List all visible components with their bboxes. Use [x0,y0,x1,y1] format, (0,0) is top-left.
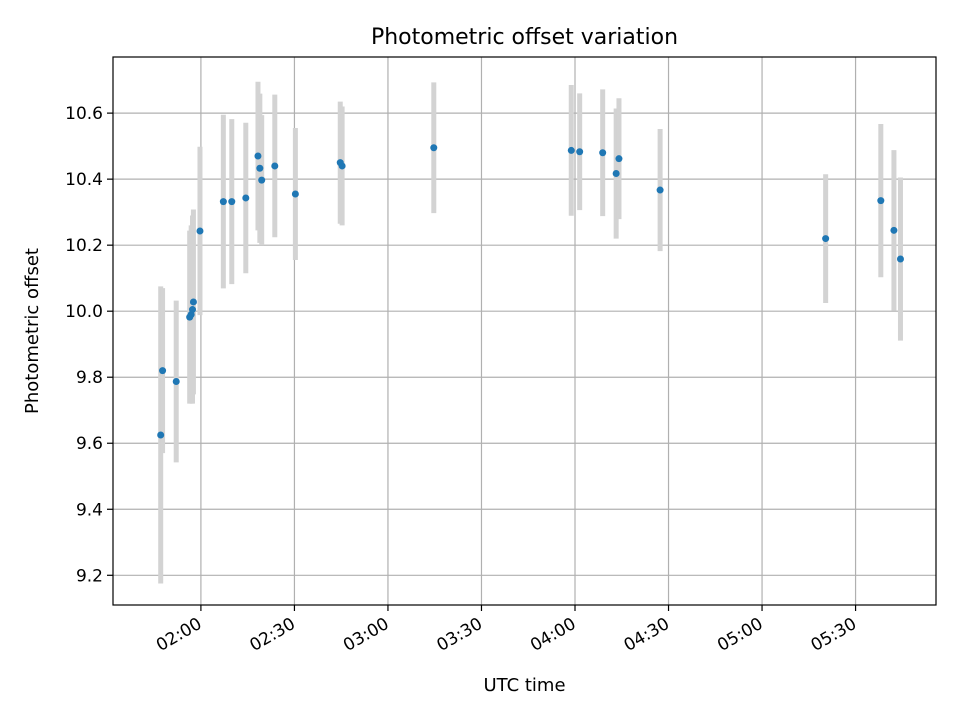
y-tick-label: 9.6 [76,434,103,454]
data-point [189,298,197,306]
data-point [291,190,299,198]
x-tick-label: 02:30 [246,614,298,656]
y-axis: 9.2 9.4 9.6 9.8 10.0 10.2 10.4 10.6 [65,104,113,586]
data-point [615,155,623,163]
data-point [430,144,438,152]
data-points [157,144,904,439]
x-tick-label: 03:30 [434,614,486,656]
data-point [576,148,584,156]
data-point [254,152,262,160]
y-tick-label: 9.8 [76,368,103,388]
y-tick-label: 10.2 [65,236,103,256]
data-point [196,227,204,235]
y-tick-label: 9.4 [76,500,103,520]
data-point [599,149,607,157]
x-axis-label: UTC time [483,675,565,696]
data-point [877,197,885,205]
data-point [567,146,575,154]
y-tick-label: 10.4 [65,170,103,190]
x-tick-label: 03:00 [340,614,392,656]
data-point [896,255,904,263]
data-point [822,235,830,243]
data-point [271,162,279,170]
x-axis: 02:00 02:30 03:00 03:30 04:00 04:30 05:00 05:30 [153,605,860,656]
grid [113,57,936,605]
x-tick-label: 05:30 [808,614,860,656]
data-point [242,194,250,202]
y-tick-label: 10.6 [65,104,103,124]
data-point [159,367,167,375]
plot-frame [112,56,937,606]
x-tick-label: 04:00 [527,614,579,656]
data-point [219,198,227,206]
y-tick-label: 10.0 [65,302,103,322]
x-tick-label: 04:30 [621,614,673,656]
data-point [656,186,664,194]
data-point [228,198,236,206]
x-tick-label: 05:00 [714,614,766,656]
data-point [890,226,898,234]
error-bars [158,81,903,584]
chart-title: Photometric offset variation [371,25,678,50]
data-point [172,378,180,386]
data-point [612,170,620,178]
y-tick-label: 9.2 [76,566,103,586]
data-point [157,431,165,439]
data-point [258,176,266,184]
data-point [256,164,264,172]
data-point [188,306,196,314]
x-tick-label: 02:00 [153,614,205,656]
y-axis-label: Photometric offset [22,248,43,414]
data-point [338,162,346,170]
